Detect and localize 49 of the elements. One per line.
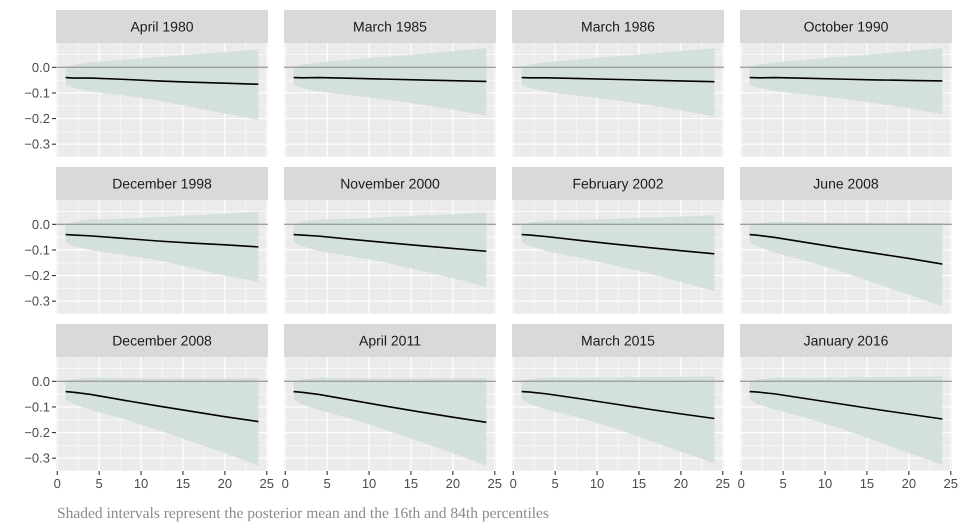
y-tick-label: −0.1 [24,399,50,414]
x-tick-label: 5 [324,476,331,491]
chart-title: October 1990 [804,18,889,34]
chart-title: April 1980 [130,18,194,34]
chart-title: April 2011 [358,332,422,348]
y-tick-label: 0.0 [32,216,50,232]
chart-title: February 2002 [572,176,664,192]
x-tick-label: 20 [674,476,688,491]
x-tick-label: 20 [218,476,232,491]
y-tick-label: −0.1 [24,242,50,258]
x-tick-label: 25 [944,476,958,491]
x-tick-label: 10 [134,476,148,491]
y-tick-label: −0.2 [24,268,50,284]
x-tick-label: 15 [632,476,646,491]
chart-title: December 1998 [112,176,212,192]
chart-title: March 1985 [353,18,428,34]
x-tick-label: 15 [404,476,418,491]
y-tick-label: −0.3 [24,294,50,309]
text: Shaded intervals represent the posterior mean and the 16th and 84th percentiles [57,505,549,522]
x-tick-label: 10 [362,476,376,491]
x-tick-label: 20 [902,476,916,491]
y-tick-label: 0.0 [32,60,50,75]
x-tick-label: 15 [860,476,874,491]
y-tick-label: 0.0 [32,374,50,389]
y-tick-label: −0.3 [24,450,50,466]
x-tick-label: 0 [510,476,517,491]
y-tick-label: −0.2 [24,425,50,440]
chart-title: March 2015 [581,332,656,348]
chart-title: November 2000 [340,176,440,192]
x-tick-label: 25 [716,476,730,491]
x-tick-label: 10 [818,476,832,491]
y-tick-label: −0.2 [24,111,50,126]
x-tick-label: 20 [446,476,460,491]
x-tick-label: 5 [780,476,787,491]
y-tick-label: −0.3 [24,136,50,152]
x-tick-label: 10 [590,476,604,491]
chart-title: January 2016 [804,332,889,348]
chart-title: June 2008 [813,176,879,192]
x-tick-label: 15 [176,476,190,491]
x-tick-label: 25 [488,476,502,491]
chart-title: March 1986 [581,18,656,34]
x-tick-label: 0 [738,476,745,491]
y-tick-label: −0.1 [24,85,50,100]
x-tick-label: 25 [260,476,274,491]
x-tick-label: 0 [282,476,289,491]
x-tick-label: 5 [96,476,103,491]
x-tick-label: 5 [552,476,559,491]
x-tick-label: 0 [54,476,61,491]
chart-title: December 2008 [112,332,212,348]
